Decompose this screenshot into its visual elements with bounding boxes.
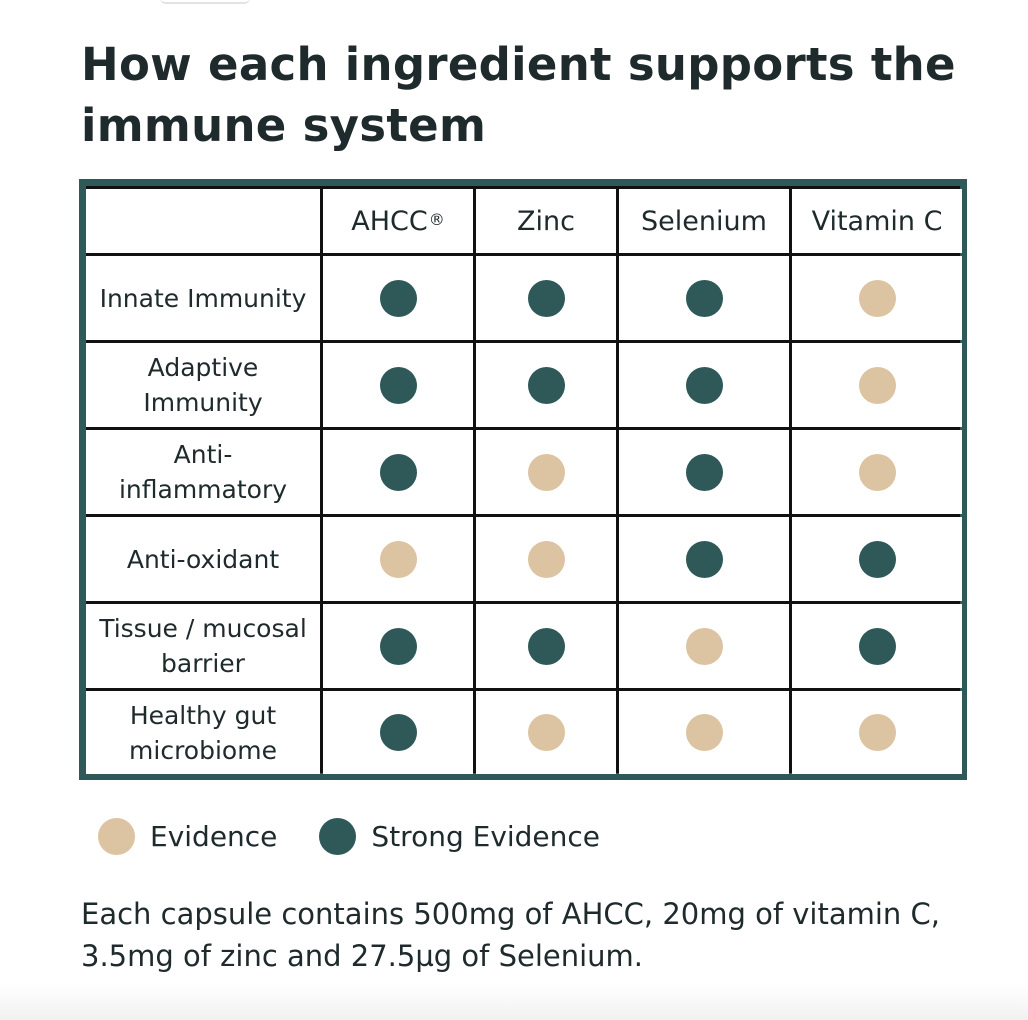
evidence-dot-icon — [858, 714, 896, 751]
table-cell — [323, 256, 473, 340]
table-cell — [792, 430, 962, 514]
table-cell — [476, 343, 616, 427]
table-cell — [792, 343, 962, 427]
evidence-dot-icon — [527, 714, 565, 751]
column-header: Selenium — [619, 189, 789, 253]
table-cell — [619, 691, 789, 774]
ingredient-table: AHCC ® Zinc Selenium Vitamin C Innate Immunit… — [79, 179, 967, 780]
page-title: How each ingredient supports the immune … — [81, 38, 956, 152]
table-cell — [792, 691, 962, 774]
column-header: Vitamin C — [792, 189, 962, 253]
capsule-contents-note: Each capsule contains 500mg of AHCC, 20m… — [81, 897, 940, 973]
row-label: Innate Immunity — [86, 256, 320, 340]
strong-evidence-dot-icon — [379, 627, 417, 665]
table-cell — [619, 604, 789, 688]
row-label-text: Innate Immunity — [99, 283, 307, 313]
legend-label-strong-evidence: Strong Evidence — [371, 819, 601, 853]
evidence-dot-icon — [98, 817, 135, 855]
strong-evidence-dot-icon — [527, 627, 565, 665]
table-cell — [323, 691, 473, 774]
row-label: Anti-oxidant — [86, 517, 320, 601]
row-label-text: Anti-inflammatory — [118, 440, 288, 504]
strong-evidence-dot-icon — [319, 817, 357, 855]
registered-mark: ® — [428, 209, 445, 229]
legend-item-evidence: Evidence — [98, 817, 278, 855]
table-corner — [86, 189, 320, 253]
table-cell — [792, 604, 962, 688]
bottom-fade — [0, 984, 1028, 1020]
evidence-dot-icon — [685, 627, 723, 665]
row-label: Anti-inflammatory — [86, 430, 320, 514]
strong-evidence-dot-icon — [685, 366, 723, 404]
strong-evidence-dot-icon — [379, 714, 417, 751]
legend-item-strong-evidence: Strong Evidence — [319, 817, 601, 855]
evidence-dot-icon — [858, 279, 896, 317]
table-cell — [619, 343, 789, 427]
table-cell — [619, 517, 789, 601]
table-cell — [323, 430, 473, 514]
row-label: Tissue / mucosal barrier — [86, 604, 320, 688]
table-cell — [323, 517, 473, 601]
table-cell — [476, 691, 616, 774]
strong-evidence-dot-icon — [379, 279, 417, 317]
table-cell — [619, 256, 789, 340]
ingredient-grid: AHCC ® Zinc Selenium Vitamin C Innate Immunit… — [86, 186, 962, 774]
column-header-label: Vitamin C — [811, 205, 943, 237]
row-label-text: Healthy gut microbiome — [129, 700, 277, 765]
table-cell — [792, 517, 962, 601]
row-label-text: Adaptive Immunity — [143, 353, 263, 417]
table-cell — [476, 517, 616, 601]
column-header-label: AHCC — [351, 205, 428, 237]
column-header: Zinc — [476, 189, 616, 253]
strong-evidence-dot-icon — [527, 279, 565, 317]
table-cell — [792, 256, 962, 340]
strong-evidence-dot-icon — [527, 366, 565, 404]
evidence-dot-icon — [527, 453, 565, 491]
table-cell — [476, 604, 616, 688]
table-cell — [619, 430, 789, 514]
evidence-dot-icon — [379, 540, 417, 578]
table-cell — [476, 256, 616, 340]
evidence-dot-icon — [685, 714, 723, 751]
strong-evidence-dot-icon — [379, 366, 417, 404]
evidence-dot-icon — [527, 540, 565, 578]
evidence-dot-icon — [858, 366, 896, 404]
strong-evidence-dot-icon — [685, 540, 723, 578]
table-cell — [323, 343, 473, 427]
legend: Evidence Strong Evidence — [98, 816, 642, 856]
column-header-label: Zinc — [517, 205, 575, 237]
legend-label-evidence: Evidence — [150, 819, 278, 853]
table-cell — [476, 430, 616, 514]
row-label: Healthy gut microbiome — [86, 691, 320, 774]
strong-evidence-dot-icon — [685, 453, 723, 491]
row-label: Adaptive Immunity — [86, 343, 320, 427]
evidence-dot-icon — [858, 453, 896, 491]
column-header-label: Selenium — [641, 205, 767, 237]
strong-evidence-dot-icon — [858, 540, 896, 578]
table-cell — [323, 604, 473, 688]
column-header: AHCC ® — [323, 189, 473, 253]
strong-evidence-dot-icon — [379, 453, 417, 491]
strong-evidence-dot-icon — [685, 279, 723, 317]
strong-evidence-dot-icon — [858, 627, 896, 665]
row-label-text: Anti-oxidant — [126, 544, 280, 574]
row-label-text: Tissue / mucosal barrier — [99, 614, 307, 678]
partial-element-top — [160, 0, 250, 4]
